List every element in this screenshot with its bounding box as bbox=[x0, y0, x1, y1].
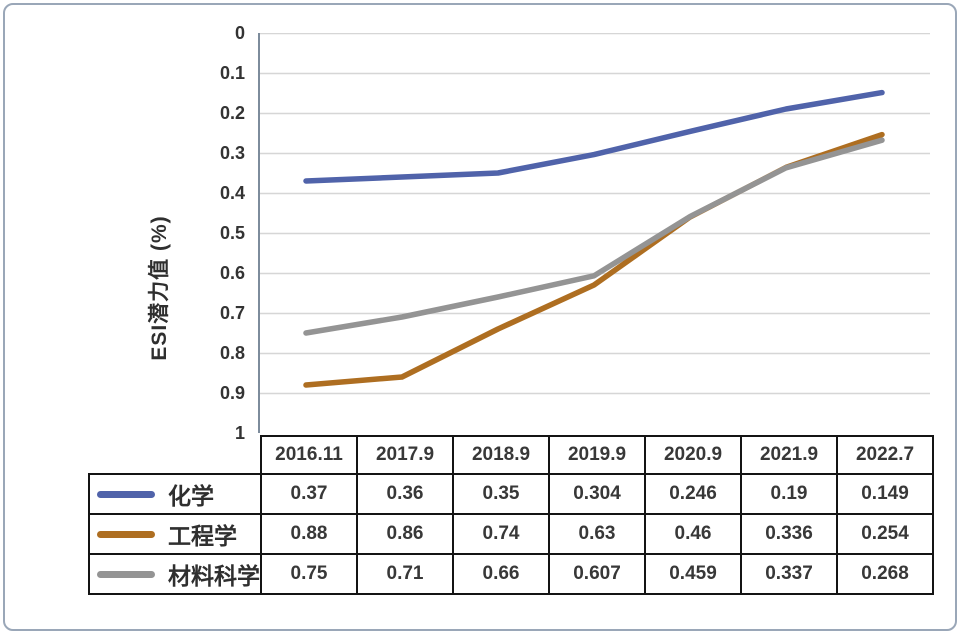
table-value-cell: 0.246 bbox=[644, 473, 742, 515]
y-tick-label: 0.9 bbox=[219, 383, 245, 403]
table-header-cell: 2017.9 bbox=[356, 435, 454, 475]
legend-label: 化学 bbox=[168, 483, 214, 509]
table-value-cell: 0.254 bbox=[836, 513, 934, 555]
legend-cell: 材料科学 bbox=[88, 553, 262, 595]
y-axis-title: ESI潜力值 (%) bbox=[148, 215, 171, 361]
table-value-cell: 0.268 bbox=[836, 553, 934, 595]
table-value-cell: 0.304 bbox=[548, 473, 646, 515]
legend-key: 化学 bbox=[90, 477, 260, 511]
table-value-cell: 0.19 bbox=[740, 473, 838, 515]
table-corner-blank bbox=[89, 436, 261, 474]
table-value-cell: 0.75 bbox=[260, 553, 358, 595]
table-row: 工程学 0.88 0.86 0.74 0.63 0.46 0.336 0.254 bbox=[88, 513, 934, 555]
table-value-cell: 0.86 bbox=[356, 513, 454, 555]
table-value-cell: 0.337 bbox=[740, 553, 838, 595]
table-value-cell: 0.36 bbox=[356, 473, 454, 515]
table-value-cell: 0.37 bbox=[260, 473, 358, 515]
series-line-1 bbox=[303, 131, 885, 388]
legend-cell: 工程学 bbox=[88, 513, 262, 555]
legend-key: 工程学 bbox=[90, 517, 260, 551]
table-value-cell: 0.88 bbox=[260, 513, 358, 555]
table-header-row: 2016.11 2017.9 2018.9 2019.9 2020.9 2021.9 202… bbox=[89, 435, 934, 475]
series-line-0 bbox=[303, 89, 885, 184]
table-row: 材料科学 0.75 0.71 0.66 0.607 0.459 0.337 0.268 bbox=[88, 553, 934, 595]
table-header-cell: 2016.11 bbox=[260, 435, 358, 475]
data-table-header: 2016.11 2017.9 2018.9 2019.9 2020.9 2021.9 202… bbox=[89, 435, 934, 475]
table-value-cell: 0.607 bbox=[548, 553, 646, 595]
legend-line-swatch bbox=[97, 570, 155, 578]
data-table-body: 化学 0.37 0.36 0.35 0.304 0.246 0.19 0.149 工程学 0.88… bbox=[88, 473, 934, 595]
table-header-cell: 2022.7 bbox=[836, 435, 934, 475]
y-tick-label: 0.3 bbox=[219, 143, 245, 163]
y-tick-label: 0.2 bbox=[219, 103, 245, 123]
table-header-cell: 2019.9 bbox=[548, 435, 646, 475]
y-tick-label: 0.1 bbox=[219, 63, 245, 83]
y-tick-label: 0.8 bbox=[219, 343, 245, 363]
table-value-cell: 0.149 bbox=[836, 473, 934, 515]
y-tick-label: 0.7 bbox=[219, 303, 245, 323]
y-tick-label: 0.4 bbox=[219, 183, 245, 203]
y-tick-label: 1 bbox=[234, 423, 245, 443]
table-header-cell: 2021.9 bbox=[740, 435, 838, 475]
y-tick-label: 0 bbox=[234, 23, 245, 43]
legend-line-swatch bbox=[97, 530, 155, 538]
legend-line-swatch bbox=[97, 490, 155, 498]
table-value-cell: 0.63 bbox=[548, 513, 646, 555]
table-value-cell: 0.71 bbox=[356, 553, 454, 595]
legend-cell: 化学 bbox=[88, 473, 262, 515]
legend-label: 材料科学 bbox=[168, 563, 260, 589]
data-table: 2016.11 2017.9 2018.9 2019.9 2020.9 2021.9 202… bbox=[88, 435, 934, 595]
table-value-cell: 0.46 bbox=[644, 513, 742, 555]
series-line-2 bbox=[303, 137, 885, 336]
table-value-cell: 0.459 bbox=[644, 553, 742, 595]
legend-label: 工程学 bbox=[168, 523, 237, 549]
table-value-cell: 0.336 bbox=[740, 513, 838, 555]
table-header-cell: 2020.9 bbox=[644, 435, 742, 475]
table-row: 化学 0.37 0.36 0.35 0.304 0.246 0.19 0.149 bbox=[88, 473, 934, 515]
table-value-cell: 0.66 bbox=[452, 553, 550, 595]
plot-area bbox=[258, 33, 930, 433]
y-tick-label: 0.5 bbox=[219, 223, 245, 243]
table-header-cell: 2018.9 bbox=[452, 435, 550, 475]
legend-key: 材料科学 bbox=[90, 557, 260, 591]
table-value-cell: 0.74 bbox=[452, 513, 550, 555]
table-value-cell: 0.35 bbox=[452, 473, 550, 515]
y-tick-label: 0.6 bbox=[219, 263, 245, 283]
